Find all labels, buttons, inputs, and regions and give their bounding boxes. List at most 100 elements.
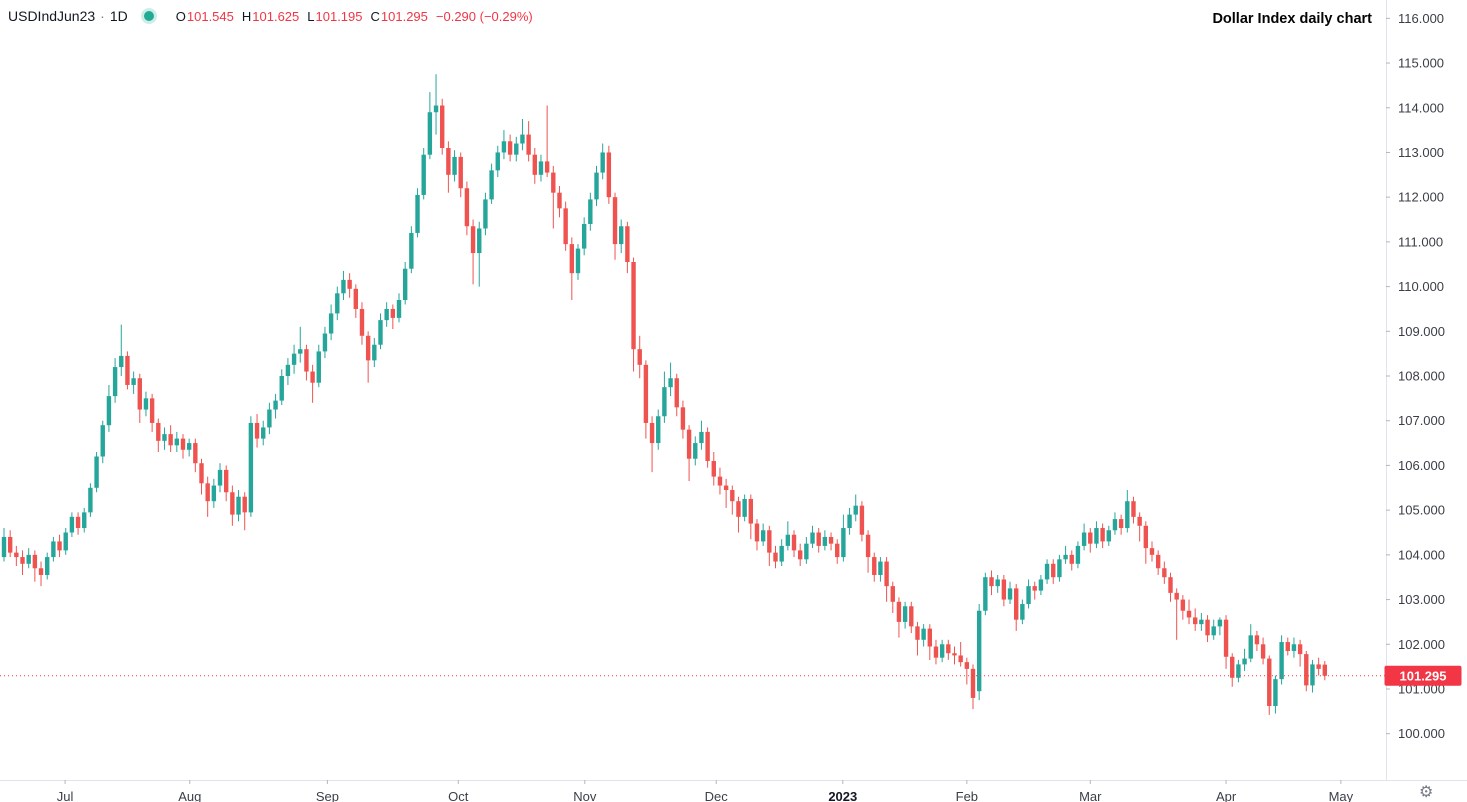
candle-body bbox=[193, 443, 198, 464]
candle-body bbox=[693, 443, 698, 459]
candle-body bbox=[995, 579, 1000, 587]
candle-body bbox=[242, 496, 247, 513]
candle-body bbox=[1211, 626, 1216, 636]
candle-body bbox=[699, 431, 704, 444]
time-axis[interactable] bbox=[0, 780, 1467, 802]
candle-body bbox=[594, 172, 599, 200]
candle-body bbox=[125, 355, 130, 385]
candle-body bbox=[1162, 568, 1167, 578]
candle-body bbox=[446, 147, 451, 175]
candle-body bbox=[409, 232, 414, 269]
price-axis-label: 106.000 bbox=[1398, 458, 1445, 473]
candle-body bbox=[711, 460, 716, 477]
candle-body bbox=[298, 349, 303, 354]
candle-body bbox=[810, 532, 815, 544]
candle-body bbox=[730, 490, 735, 502]
candle-body bbox=[316, 351, 321, 383]
candle-body bbox=[748, 498, 754, 524]
candle-body bbox=[964, 662, 970, 669]
candle-body bbox=[1038, 579, 1044, 591]
candle-body bbox=[1112, 519, 1118, 531]
candle-body bbox=[156, 422, 161, 441]
candle-body bbox=[458, 156, 463, 189]
candle-body bbox=[680, 407, 686, 430]
candle-body bbox=[205, 483, 210, 502]
candle-body bbox=[254, 422, 260, 439]
candle-body bbox=[569, 244, 575, 274]
candle-body bbox=[841, 528, 846, 558]
candle-body bbox=[958, 655, 963, 663]
candle-body bbox=[279, 376, 284, 401]
candle-body bbox=[1322, 664, 1328, 676]
candle-body bbox=[705, 431, 710, 461]
candle-body bbox=[1051, 563, 1056, 578]
candle-body bbox=[1192, 617, 1198, 625]
ohlc-readout: O 101.545 H 101.625 L 101.195 C 101.295 … bbox=[176, 9, 533, 24]
candle-body bbox=[742, 498, 747, 517]
candle-body bbox=[1001, 579, 1007, 600]
candle-body bbox=[785, 534, 791, 546]
candle-body bbox=[1316, 664, 1321, 669]
candle-body bbox=[1217, 619, 1223, 627]
candle-body bbox=[495, 152, 500, 171]
candle-body bbox=[477, 228, 482, 254]
candle-body bbox=[1180, 599, 1186, 611]
symbol-name[interactable]: USDIndJun23 bbox=[8, 8, 96, 24]
price-axis-label: 104.000 bbox=[1398, 547, 1445, 562]
timeframe-label[interactable]: 1D bbox=[109, 8, 128, 24]
candle-body bbox=[1063, 554, 1068, 560]
candle-body bbox=[310, 371, 315, 383]
price-axis[interactable] bbox=[1386, 0, 1467, 780]
candle-body bbox=[143, 398, 149, 410]
time-axis-label: Jul bbox=[57, 789, 74, 802]
open-value: 101.545 bbox=[186, 8, 234, 24]
last-price-tag-text: 101.295 bbox=[1400, 668, 1447, 683]
candle-body bbox=[1242, 658, 1247, 665]
candle-body bbox=[1075, 545, 1081, 564]
candle-body bbox=[1248, 635, 1253, 659]
price-axis-label: 100.000 bbox=[1398, 726, 1445, 741]
candle-body bbox=[915, 626, 920, 640]
candle-body bbox=[859, 505, 865, 535]
candle-body bbox=[427, 112, 433, 155]
candle-body bbox=[112, 367, 118, 397]
candle-body bbox=[236, 496, 241, 515]
price-axis-label: 115.000 bbox=[1398, 56, 1444, 71]
candle-body bbox=[865, 534, 871, 558]
chart-title: Dollar Index daily chart bbox=[1212, 11, 1372, 27]
price-axis-label: 108.000 bbox=[1398, 369, 1445, 384]
candle-body bbox=[717, 476, 723, 486]
candle-body bbox=[767, 530, 772, 553]
candle-body bbox=[421, 154, 426, 195]
candle-body bbox=[1014, 588, 1019, 620]
candle-body bbox=[63, 532, 68, 551]
candle-body bbox=[1143, 525, 1149, 549]
candle-body bbox=[32, 554, 38, 569]
market-status-dot-icon bbox=[143, 11, 154, 21]
candle-body bbox=[631, 262, 636, 350]
candle-body bbox=[174, 438, 180, 446]
candle-body bbox=[1007, 588, 1013, 600]
candle-body bbox=[440, 105, 445, 148]
candle-body bbox=[1223, 619, 1229, 657]
candle-body bbox=[884, 561, 889, 587]
price-axis-label: 105.000 bbox=[1398, 503, 1445, 518]
low-label: L bbox=[307, 8, 315, 24]
candle-body bbox=[890, 586, 895, 602]
candle-body bbox=[1020, 604, 1025, 620]
candle-body bbox=[501, 141, 507, 153]
candle-body bbox=[643, 364, 649, 423]
gear-icon[interactable]: ⚙ bbox=[1419, 784, 1434, 801]
candle-body bbox=[1304, 654, 1309, 686]
candle-body bbox=[372, 344, 377, 361]
candle-body bbox=[563, 208, 568, 245]
candle-body bbox=[656, 416, 661, 444]
candle-body bbox=[544, 161, 550, 173]
candle-body bbox=[773, 552, 778, 562]
time-axis-label: Dec bbox=[705, 789, 729, 802]
candle-body bbox=[82, 512, 87, 529]
time-axis-label: Feb bbox=[956, 789, 978, 802]
candle-body bbox=[606, 152, 612, 198]
candle-body bbox=[396, 300, 402, 318]
